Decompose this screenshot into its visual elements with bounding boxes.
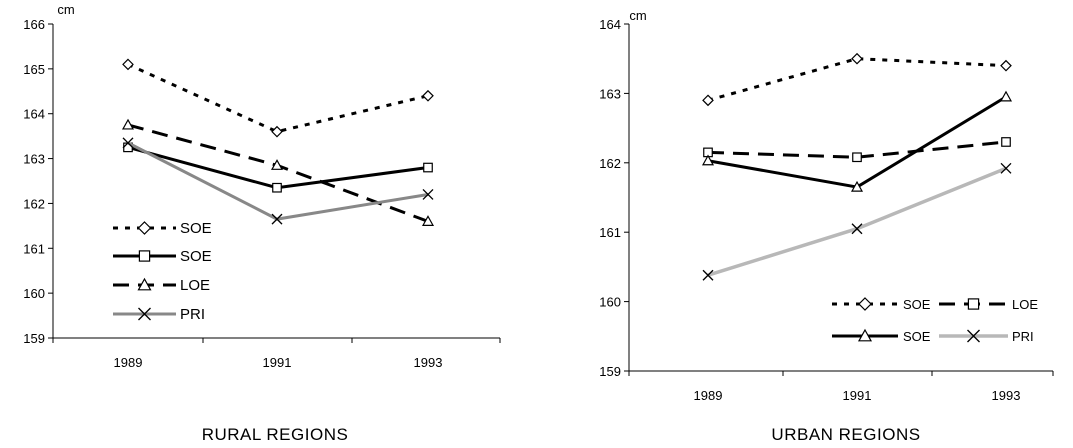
data-point — [702, 94, 714, 107]
series-line — [707, 95, 1007, 189]
data-point — [1000, 162, 1012, 174]
y-tick-label: 163 — [23, 152, 45, 167]
legend-label: LOE — [1012, 297, 1038, 312]
y-tick-label: 159 — [23, 331, 45, 346]
y-tick-label: 164 — [23, 107, 45, 122]
legend-label: PRI — [180, 306, 205, 323]
y-tick-label: 166 — [23, 17, 45, 32]
data-point — [851, 52, 863, 65]
data-point — [122, 58, 134, 71]
y-tick-label: 161 — [23, 241, 45, 256]
y-tick-label: 161 — [599, 225, 621, 240]
data-point — [851, 223, 863, 235]
data-point — [271, 213, 283, 225]
unit-label: cm — [57, 2, 74, 17]
data-point — [702, 269, 714, 281]
data-point — [1000, 59, 1012, 72]
legend-marker — [138, 307, 151, 321]
y-tick-label: 165 — [23, 62, 45, 77]
data-point — [271, 125, 283, 138]
data-point — [272, 182, 282, 193]
y-tick-label: 162 — [599, 156, 621, 171]
data-point — [422, 188, 434, 200]
data-point — [852, 152, 862, 163]
x-tick-label: 1989 — [114, 355, 143, 370]
data-point — [1001, 137, 1011, 147]
chart-title: RURAL REGIONS — [202, 425, 349, 444]
data-point — [423, 162, 433, 173]
legend-label: LOE — [180, 277, 210, 294]
y-tick-label: 160 — [23, 286, 45, 301]
series-line — [127, 63, 429, 134]
chart-title: URBAN REGIONS — [771, 425, 920, 444]
data-point — [421, 215, 435, 226]
series-line — [707, 57, 1007, 102]
legend-marker — [137, 221, 152, 235]
legend-label: SOE — [903, 329, 931, 344]
data-point — [270, 159, 284, 170]
x-tick-label: 1993 — [414, 355, 443, 370]
urban-regions-chart: 159 160 161 162 163 164 1989 1991 1993 cm URBAN RE… — [599, 8, 1054, 444]
data-point — [850, 180, 864, 192]
x-tick-label: 1991 — [263, 355, 292, 370]
legend-label: SOE — [180, 220, 212, 237]
x-tick-label: 1991 — [843, 388, 872, 403]
legend-marker — [137, 277, 152, 291]
x-tick-label: 1989 — [694, 388, 723, 403]
legend-label: SOE — [180, 248, 212, 265]
y-tick-label: 162 — [23, 196, 45, 211]
data-point — [999, 90, 1013, 102]
legend-marker — [138, 250, 151, 262]
legend-label: SOE — [903, 297, 931, 312]
legend-marker — [858, 297, 872, 311]
data-point — [701, 154, 715, 166]
legend-marker — [967, 298, 980, 310]
data-point — [422, 89, 434, 102]
y-tick-label: 163 — [599, 86, 621, 101]
rural-regions-chart: 159 160 161 162 163 164 165 166 1989 1991 1993 cm RU… — [23, 2, 501, 444]
y-tick-label: 160 — [599, 295, 621, 310]
unit-label: cm — [629, 8, 646, 23]
legend-marker — [857, 328, 873, 342]
x-tick-label: 1993 — [992, 388, 1021, 403]
y-tick-label: 159 — [599, 364, 621, 379]
series-line — [127, 141, 429, 221]
legend-label: PRI — [1012, 329, 1034, 344]
data-point — [122, 137, 134, 149]
data-point — [121, 118, 135, 130]
legend-marker — [967, 329, 980, 343]
y-tick-label: 164 — [599, 17, 621, 32]
